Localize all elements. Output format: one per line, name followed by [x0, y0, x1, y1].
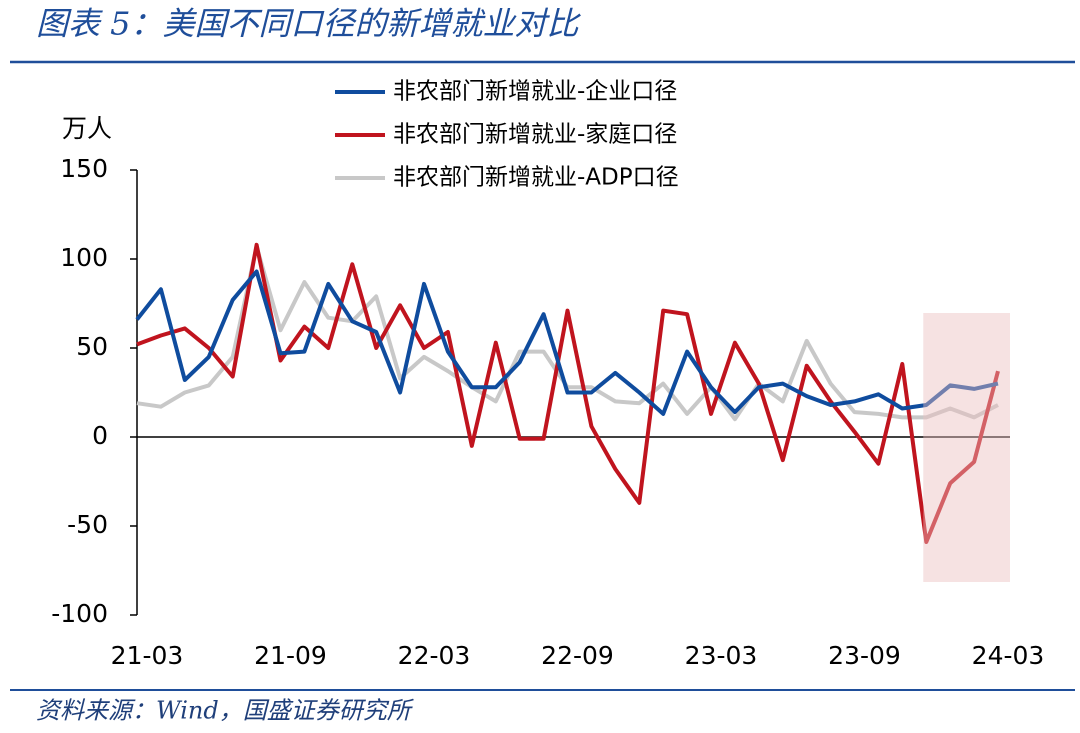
legend-label: 非农部门新增就业-家庭口径 [393, 122, 677, 148]
y-axis-label: 万人 [62, 114, 112, 143]
x-tick-label: 22-03 [398, 641, 471, 670]
series-line [135, 269, 999, 416]
x-tick-label: 23-09 [828, 641, 901, 670]
series-line [136, 242, 1000, 544]
x-tick-label: 22-09 [541, 641, 614, 670]
highlight-band [923, 313, 1010, 582]
x-tick-label: 23-03 [685, 641, 758, 670]
title: 图表 5：美国不同口径的新增就业对比 [36, 5, 582, 43]
legend-label: 非农部门新增就业-企业口径 [393, 79, 677, 105]
y-tick-label: 150 [60, 154, 108, 183]
source: 资料来源：Wind，国盛证券研究所 [36, 697, 415, 725]
y-tick-label: -100 [51, 599, 108, 628]
y-tick-label: 50 [76, 332, 108, 361]
x-tick-label: 21-09 [254, 641, 327, 670]
y-tick-label: 0 [92, 421, 108, 450]
x-tick-label: 24-03 [972, 641, 1045, 670]
y-tick-label: -50 [67, 510, 108, 539]
legend-label: 非农部门新增就业-ADP口径 [393, 165, 679, 191]
x-tick-label: 21-03 [111, 641, 184, 670]
y-tick-label: 100 [60, 243, 108, 272]
